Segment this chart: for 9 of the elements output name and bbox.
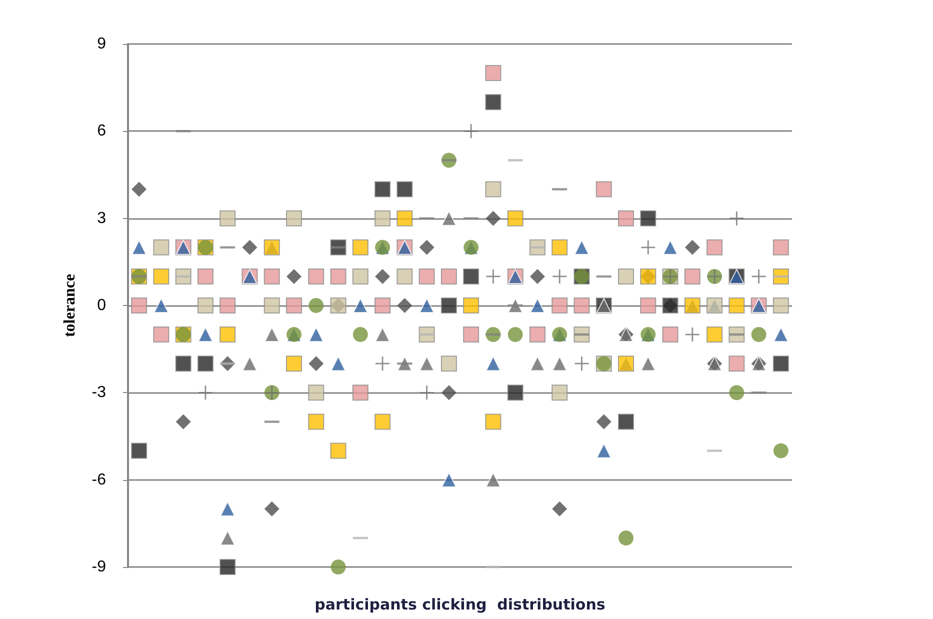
y-axis-title: tolerance (62, 274, 78, 338)
y-tick-label: -6 (92, 471, 106, 488)
y-tick-label: 6 (97, 122, 106, 140)
y-tick-label: -9 (92, 558, 106, 576)
y-tick-label: 3 (97, 210, 106, 227)
y-tick-label: 0 (97, 297, 106, 314)
y-tick-label: 9 (97, 36, 106, 52)
y-tick-label: -3 (92, 384, 106, 402)
x-axis-title: participants clicking distributions (314, 596, 606, 614)
